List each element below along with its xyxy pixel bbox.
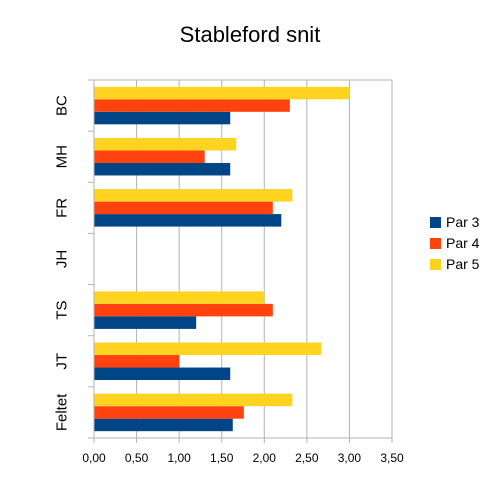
- bar-par-3: [94, 214, 282, 227]
- legend-item-par-5: Par 5: [430, 254, 479, 275]
- bar-par-4: [94, 201, 273, 215]
- legend-item-par-3: Par 3: [430, 212, 479, 233]
- bar-par-3: [94, 418, 233, 432]
- x-tick-label: 1,50: [210, 451, 234, 465]
- legend-label-par-5: Par 5: [446, 256, 480, 272]
- bar-par-3: [94, 111, 231, 125]
- x-tick-label: 2,50: [295, 451, 319, 465]
- bar-par-3: [94, 162, 231, 176]
- legend-swatch-par-3: [430, 217, 441, 228]
- bar-par-4: [94, 355, 180, 368]
- legend-swatch-par-4: [430, 238, 441, 249]
- category-label: JT: [54, 353, 71, 370]
- x-tick-label: 3,50: [380, 451, 404, 465]
- chart-legend: Par 3 Par 4 Par 5: [430, 212, 479, 275]
- legend-label-par-3: Par 3: [446, 214, 480, 230]
- x-tick-label: 1,00: [167, 451, 191, 465]
- x-tick-label: 3,00: [338, 451, 362, 465]
- bar-par-3: [94, 367, 231, 381]
- legend-label-par-4: Par 4: [446, 235, 480, 251]
- category-label: MH: [54, 145, 71, 168]
- bar-par-5: [94, 86, 350, 100]
- bar-par-5: [94, 342, 322, 356]
- category-label: FR: [54, 198, 71, 218]
- bar-par-5: [94, 189, 293, 202]
- bar-par-5: [94, 393, 293, 407]
- category-label: Feltet: [54, 393, 71, 431]
- bar-par-4: [94, 99, 290, 112]
- category-label: TS: [54, 301, 71, 320]
- legend-item-par-4: Par 4: [430, 233, 479, 254]
- bar-par-4: [94, 303, 273, 317]
- x-tick-label: 0,00: [82, 451, 106, 465]
- bar-par-5: [94, 291, 265, 304]
- bar-par-4: [94, 406, 244, 419]
- legend-swatch-par-5: [430, 259, 441, 270]
- bar-par-5: [94, 137, 237, 151]
- chart-title: Stableford snit: [179, 22, 321, 47]
- category-label: BC: [54, 95, 71, 116]
- bar-par-4: [94, 150, 205, 163]
- x-tick-label: 0,50: [125, 451, 149, 465]
- category-label: JH: [54, 250, 71, 268]
- x-tick-label: 2,00: [253, 451, 277, 465]
- bar-par-3: [94, 316, 197, 329]
